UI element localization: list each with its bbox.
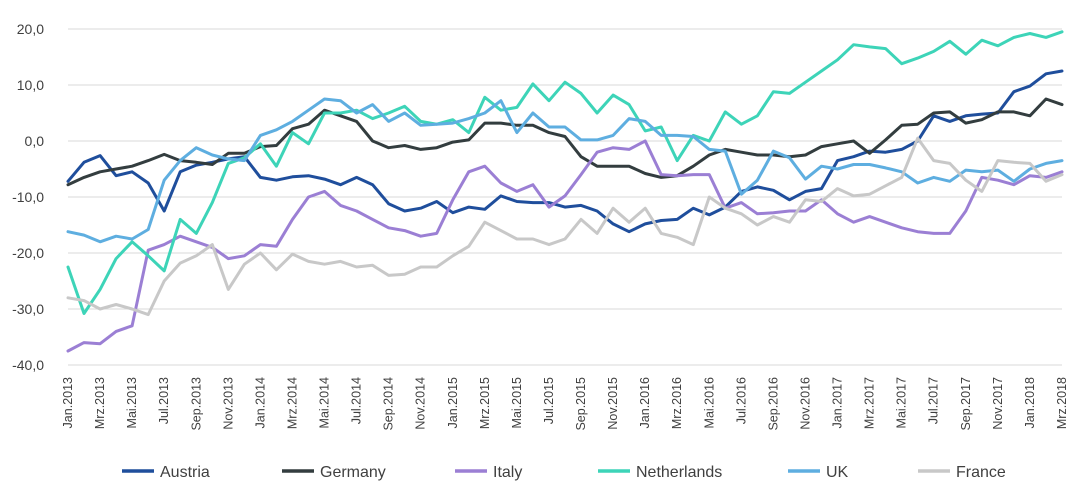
x-tick-label: Mrz.2014 [285,377,299,429]
y-axis-ticks: -40,0 -30,0 -20,0 -10,0 0,0 10,0 20,0 [12,21,44,373]
y-tick-label: 10,0 [17,77,44,93]
x-tick-label: Jan.2018 [1023,377,1037,428]
y-tick-label: -10,0 [12,189,44,205]
legend-label-austria: Austria [160,464,210,481]
x-tick-label: Nov.2015 [606,377,620,430]
y-tick-label: -20,0 [12,245,44,261]
x-tick-label: Jan.2013 [61,377,75,428]
y-tick-label: -30,0 [12,301,44,317]
x-tick-label: Jan.2017 [831,377,845,428]
x-tick-label: Jul.2015 [542,377,556,424]
gridlines [68,28,1062,366]
x-tick-label: Nov.2013 [221,377,235,430]
legend: Austria Germany Italy Netherlands UK France [122,464,1006,481]
x-tick-label: Jul.2016 [734,377,748,424]
x-tick-label: Nov.2014 [414,377,428,430]
x-tick-label: Jan.2016 [638,377,652,428]
x-tick-label: Mrz.2013 [93,377,107,429]
x-tick-label: Jan.2014 [253,377,267,428]
x-tick-label: Mrz.2018 [1055,377,1069,429]
series-line-france [66,136,1064,317]
x-tick-label: Sep.2017 [959,377,973,431]
x-axis-ticks: Jan.2013 Mrz.2013 Mai.2013 Jul.2013 Sep.2013… [61,377,1069,431]
y-tick-label: 0,0 [25,133,45,149]
legend-label-france: France [956,464,1006,481]
x-tick-label: Sep.2014 [382,377,396,431]
x-tick-label: Mai.2015 [510,377,524,428]
x-tick-label: Mrz.2016 [670,377,684,429]
series-line-italy [66,139,1064,353]
x-tick-label: Sep.2015 [574,377,588,431]
legend-label-netherlands: Netherlands [636,464,722,481]
series-line-uk [66,97,1064,244]
x-tick-label: Nov.2016 [798,377,812,430]
y-tick-label: 20,0 [17,21,44,37]
x-tick-label: Mai.2014 [318,377,332,428]
x-tick-label: Mai.2016 [702,377,716,428]
x-tick-label: Mai.2017 [895,377,909,428]
x-tick-label: Jul.2013 [157,377,171,424]
legend-label-italy: Italy [493,464,522,481]
y-tick-label: -40,0 [12,357,44,373]
x-tick-label: Nov.2017 [991,377,1005,430]
x-tick-label: Mai.2013 [125,377,139,428]
x-tick-label: Jul.2014 [350,377,364,424]
x-tick-label: Sep.2013 [189,377,203,431]
series-lines [66,30,1064,353]
x-tick-label: Jul.2017 [927,377,941,424]
series-line-germany [66,97,1064,187]
x-tick-label: Mrz.2015 [478,377,492,429]
legend-label-uk: UK [826,464,849,481]
series-line-netherlands [66,30,1064,315]
x-tick-label: Mrz.2017 [863,377,877,429]
x-tick-label: Sep.2016 [766,377,780,431]
legend-label-germany: Germany [320,464,386,481]
x-tick-label: Jan.2015 [446,377,460,428]
